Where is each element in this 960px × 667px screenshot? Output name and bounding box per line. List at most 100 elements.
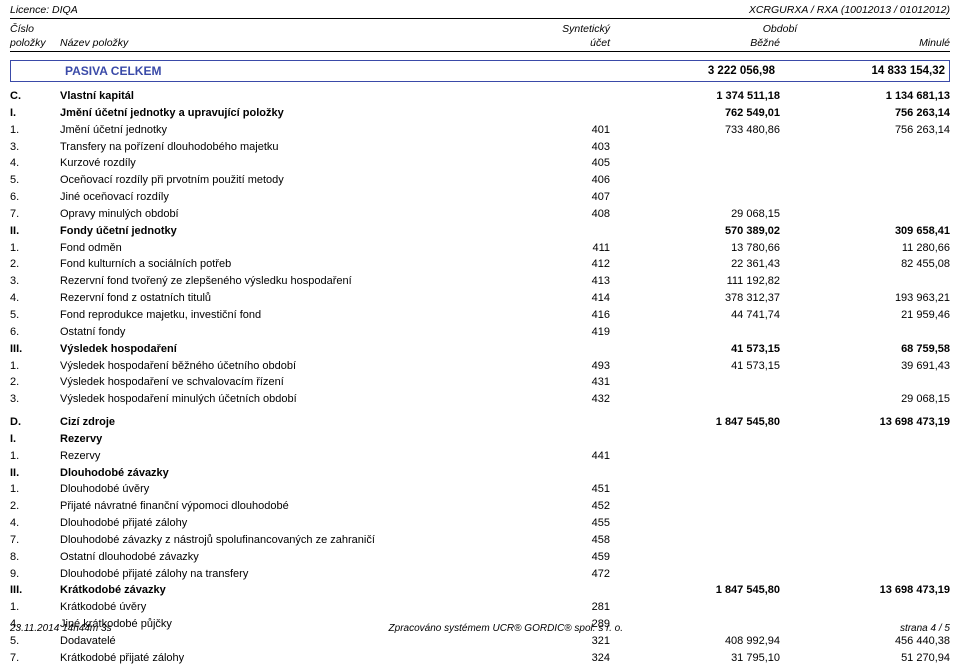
row-current <box>610 499 780 514</box>
pasiva-box: PASIVA CELKEM 3 222 056,98 14 833 154,32 <box>10 60 950 82</box>
row-current <box>610 325 780 340</box>
table-row: III.Výsledek hospodaření41 573,1568 759,… <box>0 341 960 358</box>
hdr-minule: Minulé <box>780 37 950 49</box>
table-row: 1.Fond odměn41113 780,6611 280,66 <box>0 240 960 257</box>
row-previous: 1 134 681,13 <box>780 89 950 104</box>
row-account: 416 <box>490 308 610 323</box>
row-number: 5. <box>10 173 60 188</box>
row-number: III. <box>10 583 60 598</box>
row-number: 4. <box>10 156 60 171</box>
row-name: Jmění účetní jednotky <box>60 123 490 138</box>
row-number: 8. <box>10 550 60 565</box>
pasiva-title: PASIVA CELKEM <box>15 64 485 78</box>
table-row: 2.Fond kulturních a sociálních potřeb412… <box>0 256 960 273</box>
rows-block-1: C.Vlastní kapitál1 374 511,181 134 681,1… <box>0 88 960 408</box>
row-account: 412 <box>490 257 610 272</box>
row-current: 41 573,15 <box>610 359 780 374</box>
pasiva-v2: 14 833 154,32 <box>775 65 945 77</box>
row-current: 570 389,02 <box>610 224 780 239</box>
table-row: I.Jmění účetní jednotky a upravující pol… <box>0 105 960 122</box>
row-account: 432 <box>490 392 610 407</box>
row-account: 411 <box>490 241 610 256</box>
row-current: 408 992,94 <box>610 634 780 649</box>
row-current <box>610 600 780 615</box>
table-row: 5.Fond reprodukce majetku, investiční fo… <box>0 307 960 324</box>
row-account: 459 <box>490 550 610 565</box>
row-name: Dlouhodobé závazky <box>60 466 490 481</box>
row-name: Opravy minulých období <box>60 207 490 222</box>
row-current: 762 549,01 <box>610 106 780 121</box>
row-number: I. <box>10 432 60 447</box>
row-previous <box>780 274 950 289</box>
row-previous: 29 068,15 <box>780 392 950 407</box>
row-number: 3. <box>10 140 60 155</box>
hdr-divider <box>10 51 950 52</box>
row-number: 3. <box>10 274 60 289</box>
table-row: 6.Jiné oceňovací rozdíly407 <box>0 189 960 206</box>
row-account <box>490 583 610 598</box>
row-previous <box>780 466 950 481</box>
row-current: 41 573,15 <box>610 342 780 357</box>
row-previous <box>780 207 950 222</box>
row-previous: 756 263,14 <box>780 106 950 121</box>
row-previous <box>780 432 950 447</box>
row-account <box>490 432 610 447</box>
table-row: 3.Rezervní fond tvořený ze zlepšeného vý… <box>0 273 960 290</box>
table-row: 9.Dlouhodobé přijaté zálohy na transfery… <box>0 566 960 583</box>
row-current <box>610 533 780 548</box>
row-current <box>610 466 780 481</box>
row-number: D. <box>10 415 60 430</box>
row-account: 451 <box>490 482 610 497</box>
row-account: 403 <box>490 140 610 155</box>
row-previous: 39 691,43 <box>780 359 950 374</box>
row-account: 472 <box>490 567 610 582</box>
table-row: 4.Kurzové rozdíly405 <box>0 155 960 172</box>
row-previous <box>780 173 950 188</box>
table-row: 7.Opravy minulých období40829 068,15 <box>0 206 960 223</box>
row-current <box>610 375 780 390</box>
table-row: III.Krátkodobé závazky1 847 545,8013 698… <box>0 582 960 599</box>
row-name: Fondy účetní jednotky <box>60 224 490 239</box>
table-row: C.Vlastní kapitál1 374 511,181 134 681,1… <box>0 88 960 105</box>
row-name: Výsledek hospodaření <box>60 342 490 357</box>
row-account: 401 <box>490 123 610 138</box>
row-previous: 51 270,94 <box>780 651 950 666</box>
row-name: Dlouhodobé úvěry <box>60 482 490 497</box>
row-current: 31 795,10 <box>610 651 780 666</box>
row-previous: 82 455,08 <box>780 257 950 272</box>
row-number: 1. <box>10 482 60 497</box>
row-number: 6. <box>10 325 60 340</box>
row-name: Dodavatelé <box>60 634 490 649</box>
row-number: 5. <box>10 308 60 323</box>
footer-right: strana 4 / 5 <box>900 623 950 634</box>
row-current: 13 780,66 <box>610 241 780 256</box>
row-name: Dlouhodobé závazky z nástrojů spolufinan… <box>60 533 490 548</box>
row-account: 414 <box>490 291 610 306</box>
row-account: 408 <box>490 207 610 222</box>
row-previous <box>780 550 950 565</box>
row-number: 1. <box>10 449 60 464</box>
row-previous: 13 698 473,19 <box>780 415 950 430</box>
hdr-bezne: Běžné <box>610 37 780 49</box>
row-name: Dlouhodobé přijaté zálohy na transfery <box>60 567 490 582</box>
row-number: 4. <box>10 291 60 306</box>
table-row: 5.Dodavatelé321408 992,94456 440,38 <box>0 633 960 650</box>
table-row: 2.Výsledek hospodaření ve schvalovacím ř… <box>0 374 960 391</box>
row-name: Oceňovací rozdíly při prvotním použití m… <box>60 173 490 188</box>
row-number: II. <box>10 466 60 481</box>
row-name: Jmění účetní jednotky a upravující polož… <box>60 106 490 121</box>
row-account: 431 <box>490 375 610 390</box>
row-account: 407 <box>490 190 610 205</box>
table-row: 3.Transfery na pořízení dlouhodobého maj… <box>0 139 960 156</box>
row-number: 7. <box>10 533 60 548</box>
row-name: Kurzové rozdíly <box>60 156 490 171</box>
table-row: 6.Ostatní fondy419 <box>0 324 960 341</box>
row-current <box>610 432 780 447</box>
row-number: C. <box>10 89 60 104</box>
row-previous <box>780 190 950 205</box>
row-name: Krátkodobé úvěry <box>60 600 490 615</box>
row-number: 4. <box>10 516 60 531</box>
row-name: Transfery na pořízení dlouhodobého majet… <box>60 140 490 155</box>
hdr-polozky: položky <box>10 37 60 49</box>
row-previous: 21 959,46 <box>780 308 950 323</box>
